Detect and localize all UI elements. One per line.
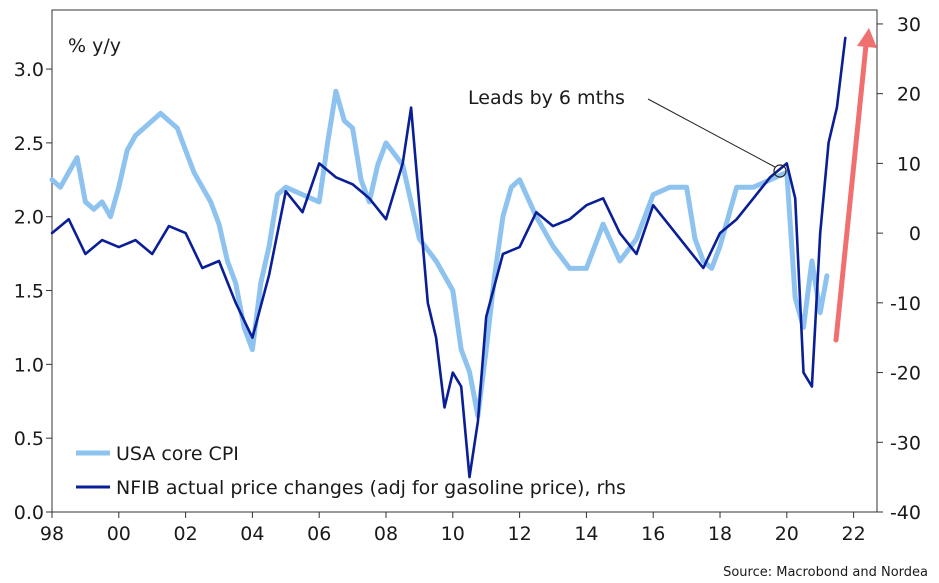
x-axis: 98 00 02 04 06 08 10 12 14 16 18 20 22 [40, 512, 866, 545]
annotation-label: Leads by 6 mths [468, 87, 625, 109]
right-tick-label: -20 [890, 363, 921, 385]
right-axis: -40 -30 -20 -10 0 10 20 30 [877, 14, 921, 524]
legend-label-nfib: NFIB actual price changes (adj for gasol… [116, 477, 626, 499]
annotation-leader-line [647, 98, 776, 168]
left-tick-label: 1.5 [14, 281, 44, 303]
left-tick-label: 2.5 [14, 133, 44, 155]
left-tick-label: 0.5 [14, 428, 44, 450]
forecast-arrow-shaft [833, 42, 869, 343]
source-note: Source: Macrobond and Nordea [723, 565, 928, 580]
right-tick-label: -40 [890, 502, 921, 524]
series-layer [49, 36, 847, 479]
x-tick-label: 20 [775, 523, 799, 545]
annotation-marker [773, 164, 787, 178]
right-tick-label: 30 [897, 14, 921, 36]
x-tick-label: 00 [107, 523, 131, 545]
x-tick-label: 18 [708, 523, 732, 545]
right-tick-label: 20 [897, 84, 921, 106]
right-tick-label: -10 [890, 293, 921, 315]
left-axis: 0.0 0.5 1.0 1.5 2.0 2.5 3.0 [14, 59, 52, 524]
series-line-nfib [50, 36, 847, 479]
x-tick-label: 98 [40, 523, 64, 545]
x-tick-label: 14 [574, 523, 598, 545]
left-tick-label: 0.0 [14, 502, 44, 524]
series-line-core-cpi [49, 88, 830, 419]
right-tick-label: -30 [890, 432, 921, 454]
x-tick-label: 10 [441, 523, 465, 545]
right-tick-label: 10 [897, 153, 921, 175]
unit-label: % y/y [68, 35, 121, 57]
forecast-arrow-layer [833, 28, 877, 343]
plot-area [51, 9, 878, 513]
x-tick-label: 02 [174, 523, 198, 545]
x-tick-label: 16 [641, 523, 665, 545]
right-tick-label: 0 [909, 223, 921, 245]
x-tick-label: 12 [508, 523, 532, 545]
x-tick-label: 06 [307, 523, 331, 545]
x-tick-label: 04 [240, 523, 264, 545]
plot-frame [51, 9, 878, 513]
annotation: Leads by 6 mths [468, 87, 787, 178]
left-tick-label: 2.0 [14, 207, 44, 229]
x-tick-label: 22 [842, 523, 866, 545]
legend-label-core-cpi: USA core CPI [116, 443, 239, 465]
forecast-arrow-head [857, 28, 877, 48]
x-tick-label: 08 [374, 523, 398, 545]
left-tick-label: 1.0 [14, 354, 44, 376]
left-tick-label: 3.0 [14, 59, 44, 81]
legend: USA core CPI NFIB actual price changes (… [76, 443, 626, 499]
